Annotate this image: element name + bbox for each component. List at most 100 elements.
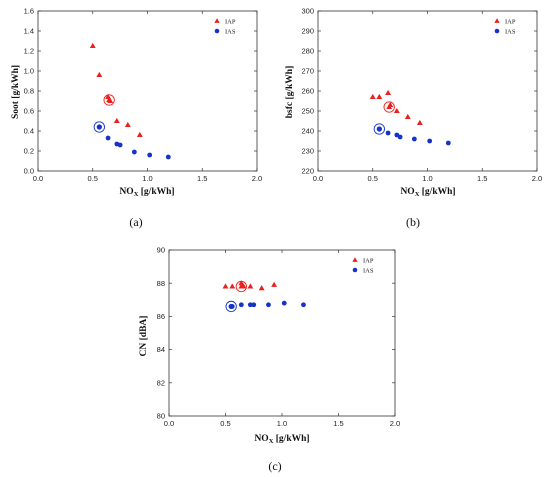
y-tick-label: 82 [157,378,165,387]
iap-point [416,119,423,126]
legend-iap-icon [214,18,220,23]
y-tick-label: 280 [301,47,314,56]
legend-iap-icon [352,257,358,262]
y-tick-label: 230 [301,147,314,156]
highlight-point [228,303,234,310]
x-tick-label: 2.0 [532,174,542,183]
legend-iap-label: IAP [505,19,516,26]
highlight-ring [373,123,385,135]
panel-c: CN [dBA] NOX [g/kWh] (c) 0.0 0.5 1.0 1.5 2.0… [139,246,400,473]
ias-point [411,136,417,142]
iap-point [369,93,376,100]
x-tick-label: 0.0 [164,419,174,428]
iap-point [376,93,383,100]
highlight-point [96,124,102,130]
ias-point [165,154,171,160]
highlight-point [106,96,113,103]
legend-ias-label: IAS [363,268,374,275]
y-tick-label: 290 [301,27,314,36]
ias-point [281,300,287,306]
y-tick-label: 220 [301,167,314,176]
iap-point [258,285,265,291]
highlight-ring [93,121,105,133]
y-tick-label: 80 [157,412,165,421]
legend-ias-label: IAS [505,29,516,36]
ias-point [445,140,451,146]
x-tick-label: 0.5 [220,419,230,428]
x-tick-label: 1.0 [142,174,152,183]
x-tick-label: 2.0 [252,174,262,183]
ias-point [385,130,391,136]
highlight-point [386,103,393,110]
y-axis-label: bsfc [g/kWh] [285,66,295,119]
iap-point [89,42,96,49]
ias-point [397,134,403,140]
x-tick-label: 0.5 [88,174,98,183]
iap-point [385,89,392,96]
ias-point [147,152,153,158]
y-tick-label: 1.2 [24,47,34,56]
x-tick-label: 1.0 [277,419,287,428]
ias-point [105,135,111,141]
ias-point [131,149,137,155]
panel-a: Soot [g/kWh] NOX [g/kWh] (a) 0.0 0.5 1.0 1.… [11,7,262,229]
panel-b: bsfc [g/kWh] NOX [g/kWh] (b) 0.0 0.5 1.0 1.… [285,7,542,229]
legend-ias-icon [494,28,500,34]
legend-iap-label: IAP [363,258,374,265]
y-tick-label: 240 [301,127,314,136]
ias-point [238,302,244,308]
highlight-ring [235,280,247,293]
panel-label: (a) [129,215,142,229]
legend-iap-icon [494,18,500,23]
y-tick-label: 1.6 [24,7,34,16]
iap-point [96,71,103,78]
highlight-point [238,283,245,289]
y-tick-label: 250 [301,107,314,116]
legend-iap-label: IAP [225,19,236,26]
x-tick-label: 0.0 [313,174,323,183]
y-tick-label: 1.4 [24,27,34,36]
highlight-ring [383,101,395,113]
y-tick-label: 0.8 [24,87,34,96]
y-axis-label: CN [dBA] [139,316,149,357]
legend-ias-icon [352,267,358,273]
ias-point [266,302,271,308]
y-tick-label: 0.2 [24,147,34,156]
x-tick-label: 1.5 [333,419,343,428]
highlight-point [376,126,382,132]
x-tick-label: 1.0 [422,174,432,183]
iap-point [393,107,400,114]
x-tick-label: 1.5 [197,174,207,183]
legend-ias-label: IAS [225,29,236,36]
x-axis-label: NOX [g/kWh] [254,434,309,445]
plot-frame [168,249,396,417]
legend-ias-icon [214,28,220,34]
y-tick-label: 0.4 [24,127,34,136]
highlight-ring [225,300,237,313]
x-axis-label: NOX [g/kWh] [400,187,455,198]
x-axis-label: NOX [g/kWh] [119,187,174,198]
ias-point [301,302,306,308]
iap-point [113,117,120,124]
y-tick-label: 88 [157,279,165,288]
highlight-ring [103,94,115,106]
iap-point [222,283,229,289]
panel-label: (c) [268,459,281,473]
ias-point [117,142,123,148]
iap-point [247,283,254,289]
ias-point [427,138,433,144]
y-tick-label: 270 [301,67,314,76]
x-tick-label: 2.0 [390,419,400,428]
iap-point [404,113,411,120]
ias-point [251,302,257,308]
y-tick-label: 1.0 [24,67,34,76]
iap-point [136,131,143,138]
y-tick-label: 0.6 [24,107,34,116]
y-tick-label: 0.0 [24,167,34,176]
y-axis-label: Soot [g/kWh] [11,65,21,119]
iap-point [271,281,278,287]
iap-point [124,121,131,128]
panel-label: (b) [406,215,420,229]
iap-point [229,283,236,289]
